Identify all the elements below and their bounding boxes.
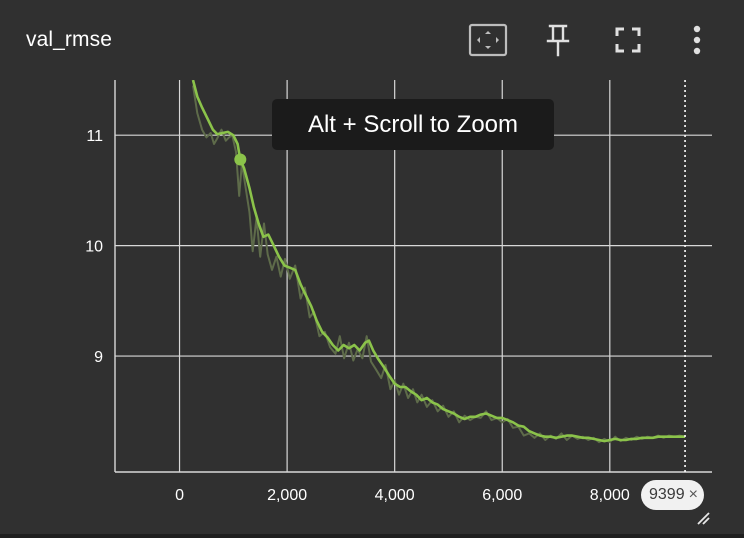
pin-button[interactable] — [538, 20, 578, 60]
series-layer — [191, 80, 686, 444]
x-tick-label: 0 — [175, 487, 184, 504]
x-tick-label: 6,000 — [482, 487, 522, 504]
y-tick-label: 9 — [94, 349, 103, 366]
markers — [234, 80, 686, 472]
y-tick-label: 11 — [86, 128, 103, 145]
more-menu-button[interactable] — [677, 20, 717, 60]
tick-labels: 0 2,000 4,000 6,000 8,000 9 10 11 — [85, 128, 630, 504]
x-tick-label: 4,000 — [375, 487, 415, 504]
x-tick-label: 2,000 — [267, 487, 307, 504]
fit-to-data-icon — [468, 23, 508, 57]
x-tick-label: 8,000 — [590, 487, 630, 504]
fit-to-data-button[interactable] — [468, 20, 508, 60]
smoothed-series-line — [191, 80, 686, 443]
pin-icon — [546, 24, 570, 57]
y-tick-label: 10 — [85, 239, 103, 256]
hover-point — [234, 153, 247, 166]
axes — [114, 80, 712, 473]
more-vert-icon — [693, 25, 701, 55]
card-title: val_rmse — [26, 28, 112, 51]
step-value: 9399 — [649, 486, 685, 503]
fullscreen-button[interactable] — [608, 20, 648, 60]
card-bottom-edge — [0, 534, 744, 538]
resize-handle-icon[interactable] — [695, 510, 711, 526]
fullscreen-icon — [615, 27, 641, 53]
zoom-hint-tooltip: Alt + Scroll to Zoom — [272, 99, 554, 150]
step-marker-chip[interactable]: 9399 × — [641, 480, 704, 510]
close-icon[interactable]: × — [688, 486, 698, 503]
